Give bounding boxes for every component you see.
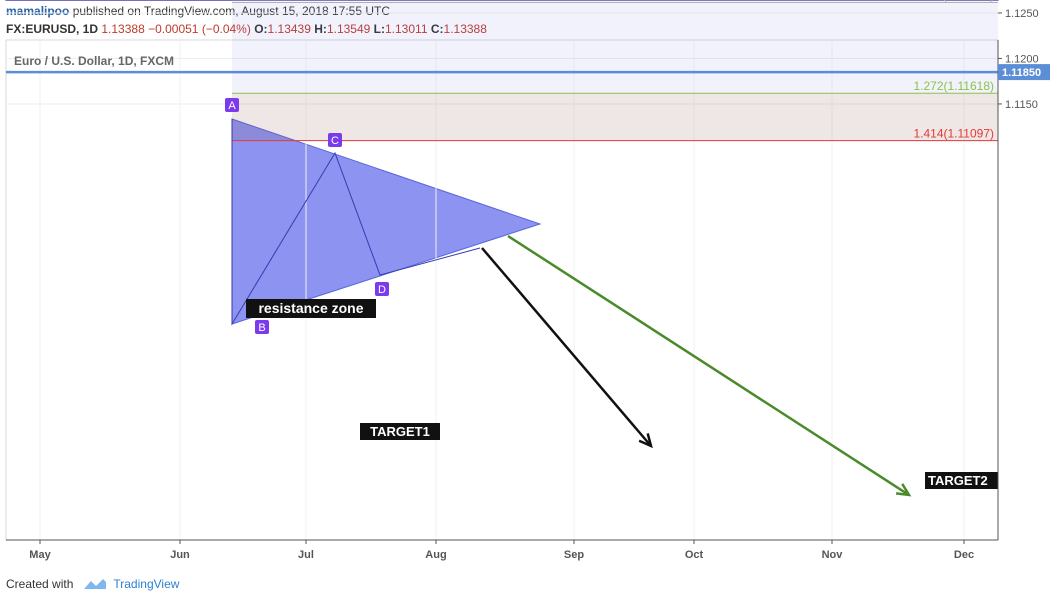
fib-level-label: 1.414(1.11097): [913, 127, 994, 141]
target2-arrow-head: [895, 483, 912, 497]
pattern-point-a: A: [228, 100, 236, 112]
time-tick-label: Aug: [425, 549, 446, 561]
high-label: H:: [314, 22, 327, 36]
pattern-point-c: C: [331, 135, 339, 147]
target1-badge: [360, 423, 440, 440]
time-tick-label: Oct: [685, 549, 704, 561]
footer: Created with TradingView: [6, 577, 179, 591]
pattern-point-marker: [375, 282, 389, 296]
low-label: L:: [374, 22, 385, 36]
low-value: 1.13011: [385, 22, 428, 36]
chart-title: Euro / U.S. Dollar, 1D, FXCM: [14, 54, 174, 68]
target1-label: TARGET1: [370, 424, 430, 439]
time-tick-label: May: [29, 549, 51, 561]
ohlc-header: FX:EURUSD, 1D 1.13388 −0.00051 (−0.04%) …: [6, 22, 487, 36]
pattern-legs: [231, 119, 481, 326]
last-price: 1.13388: [101, 22, 145, 36]
brand-link[interactable]: TradingView: [113, 577, 180, 591]
price-tick-label: 1.1200: [1005, 53, 1039, 65]
open-label: O:: [254, 22, 267, 36]
price-tick-label: 1.1150: [1005, 99, 1038, 111]
time-tick-label: Dec: [954, 549, 974, 561]
tradingview-logo-icon: [84, 579, 107, 589]
target1-arrow-head: [638, 433, 653, 449]
target2-badge: [925, 472, 998, 489]
pattern-point-marker: [255, 320, 269, 334]
pattern-point-marker: [225, 98, 239, 112]
high-value: 1.13549: [327, 22, 370, 36]
created-with-text: Created with: [6, 577, 74, 591]
close-value: 1.13388: [444, 22, 487, 36]
publish-info: mamalipoo published on TradingView.com, …: [6, 4, 390, 18]
fib-band: [232, 0, 998, 3]
pattern-point-d: D: [378, 284, 386, 296]
time-tick-label: Jul: [298, 549, 314, 561]
fib-level-label: 1(1.12615): [936, 0, 994, 2]
fib-band: [232, 93, 998, 141]
published-text: published on TradingView.com, August 15,…: [72, 4, 391, 18]
resistance-zone-badge: [246, 299, 376, 318]
price-change: −0.00051 (−0.04%): [148, 22, 251, 36]
price-chart[interactable]: 0(1.16282)0.382(1.14881)0.618(1.14016)1(…: [0, 0, 1057, 572]
symbol-label: FX:EURUSD, 1D: [6, 22, 99, 36]
price-axis-marker: [998, 64, 1050, 81]
time-tick-label: Nov: [822, 549, 844, 561]
resistance-zone-label: resistance zone: [258, 300, 363, 316]
target2-arrow: [507, 234, 910, 497]
target1-arrow: [481, 247, 652, 447]
fib-band: [232, 2, 998, 94]
price-axis: [998, 40, 1057, 540]
author-name[interactable]: mamalipoo: [6, 4, 70, 18]
close-label: C:: [431, 22, 444, 36]
open-value: 1.13439: [268, 22, 311, 36]
pattern-point-marker: [328, 133, 342, 147]
pattern-point-b: B: [258, 322, 265, 334]
fib-level-label: 1.272(1.11618): [913, 79, 994, 93]
time-tick-label: Sep: [564, 549, 584, 561]
price-tick-label: 1.1250: [1005, 8, 1039, 20]
price-axis-marker-label: 1.11850: [1002, 67, 1041, 79]
time-tick-label: Jun: [170, 549, 190, 561]
plot-area: [5, 39, 999, 541]
target2-label: TARGET2: [928, 473, 988, 488]
